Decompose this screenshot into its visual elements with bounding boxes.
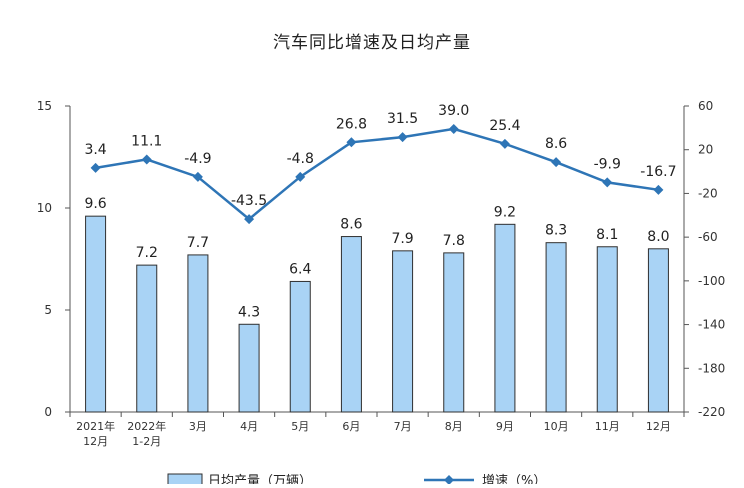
- line-point: [244, 214, 255, 225]
- category-label: 10月: [544, 420, 569, 433]
- right-tick-label: 20: [698, 143, 713, 157]
- line-point: [448, 123, 459, 134]
- bar: [187, 254, 209, 413]
- line-data-label: 26.8: [336, 116, 367, 132]
- bar: [596, 246, 618, 413]
- line-point: [551, 157, 562, 168]
- bar-data-label: 8.0: [647, 229, 669, 245]
- line-data-label: -43.5: [231, 193, 267, 209]
- bar: [238, 323, 260, 413]
- bar-data-label: 7.2: [136, 245, 158, 261]
- category-label: 9月: [496, 420, 514, 433]
- category-label: 4月: [240, 420, 258, 433]
- legend-bar-swatch: [167, 473, 203, 488]
- bar-data-label: 6.4: [289, 261, 311, 277]
- line-point: [90, 162, 101, 173]
- line-point: [141, 154, 152, 165]
- category-label: 3月: [189, 420, 207, 433]
- line-data-label: -4.9: [184, 151, 211, 167]
- line-data-label: 31.5: [387, 111, 418, 127]
- category-label: 2022年: [127, 419, 166, 433]
- bar-data-label: 9.6: [84, 196, 106, 212]
- right-tick-label: -60: [698, 230, 718, 244]
- bar-data-label: 4.3: [238, 304, 260, 320]
- line-data-label: 39.0: [438, 103, 469, 119]
- category-label: 6月: [342, 420, 360, 433]
- line-data-label: -4.8: [287, 151, 314, 167]
- right-tick-label: -100: [698, 274, 725, 288]
- bar: [340, 236, 362, 413]
- right-tick-label: -140: [698, 318, 725, 332]
- bar-data-label: 7.9: [391, 231, 413, 247]
- line-data-label: 11.1: [131, 133, 162, 149]
- category-label: 7月: [394, 420, 412, 433]
- left-tick-label: 15: [37, 99, 52, 113]
- bar-data-label: 7.8: [443, 233, 465, 249]
- legend-line-label: 增速（%）: [482, 474, 546, 484]
- bar-data-label: 8.1: [596, 227, 618, 243]
- right-tick-label: -20: [698, 186, 718, 200]
- growth-line: [95, 127, 659, 221]
- bar: [136, 264, 158, 413]
- line-point: [397, 132, 408, 143]
- bar-data-label: 9.2: [494, 204, 516, 220]
- line-point: [192, 171, 203, 182]
- bar: [545, 242, 567, 413]
- category-label: 5月: [291, 420, 309, 433]
- category-label: 12月: [83, 435, 108, 448]
- bar: [85, 215, 107, 413]
- left-tick-label: 5: [44, 303, 52, 317]
- bar-data-label: 8.3: [545, 223, 567, 239]
- left-tick-label: 10: [37, 201, 52, 215]
- line-point: [346, 137, 357, 148]
- bar-data-label: 8.6: [340, 217, 362, 233]
- bar: [494, 223, 516, 413]
- bar: [647, 248, 669, 413]
- bar: [443, 252, 465, 413]
- bar-data-label: 7.7: [187, 235, 209, 251]
- right-tick-label: 60: [698, 99, 713, 113]
- line-point: [602, 177, 613, 188]
- category-label: 1-2月: [132, 435, 161, 448]
- bar: [392, 250, 414, 413]
- chart-title: 汽车同比增速及日均产量: [273, 33, 471, 53]
- right-tick-label: -180: [698, 361, 725, 375]
- line-data-label: -16.7: [640, 164, 676, 180]
- right-tick-label: -220: [698, 405, 725, 419]
- legend-bar-label: 日均产量（万辆）: [208, 474, 312, 484]
- line-data-label: 8.6: [545, 136, 567, 152]
- line-data-label: -9.9: [594, 156, 621, 172]
- line-point: [653, 184, 664, 195]
- legend-line-marker: [444, 475, 454, 485]
- line-point: [499, 138, 510, 149]
- line-data-label: 3.4: [84, 142, 106, 158]
- category-label: 2021年: [76, 419, 115, 433]
- line-data-label: 25.4: [489, 118, 520, 134]
- category-label: 11月: [595, 420, 620, 433]
- left-tick-label: 0: [44, 405, 52, 419]
- category-label: 8月: [445, 420, 463, 433]
- category-label: 12月: [646, 420, 671, 433]
- bar: [289, 280, 311, 413]
- line-point: [295, 171, 306, 182]
